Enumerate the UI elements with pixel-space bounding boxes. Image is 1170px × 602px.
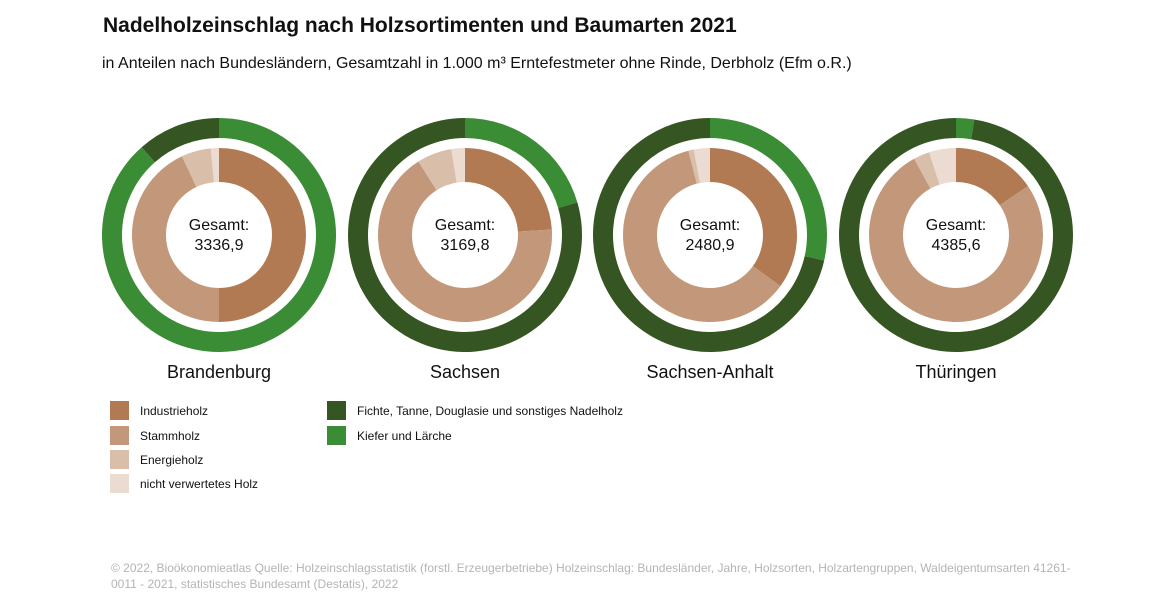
legend-item-kiefer-laerche: Kiefer und Lärche xyxy=(327,426,452,445)
inner-slice-energieholz-brandenburg xyxy=(181,148,215,188)
center-total-sachsen: 3169,8 xyxy=(441,237,490,254)
legend-item-fichte-tanne: Fichte, Tanne, Douglasie und sonstiges N… xyxy=(327,401,623,420)
inner-slice-nicht-verwertetes-holz-brandenburg xyxy=(210,148,219,183)
inner-slice-nicht-verwertetes-holz-sachsen-anhalt xyxy=(693,148,710,183)
inner-slice-industrieholz-sachsen-anhalt xyxy=(710,148,797,287)
legend-swatch-industrieholz xyxy=(110,401,129,420)
legend-swatch-fichte-tanne xyxy=(327,401,346,420)
inner-slice-energieholz-thueringen xyxy=(914,152,940,189)
outer-slice-fichte-tanne-douglasie-und-sonstiges-nadelholz-brandenburg xyxy=(141,118,219,163)
legend-label-industrieholz: Industrieholz xyxy=(140,403,209,418)
inner-slice-stammholz-brandenburg xyxy=(132,156,219,322)
donut-thueringen: Gesamt: 4385,6 Thüringen xyxy=(839,117,1073,382)
legend-label-stammholz: Stammholz xyxy=(140,428,201,443)
outer-slice-kiefer-und-laerche-thueringen xyxy=(956,118,975,140)
legend-swatch-kiefer-laerche xyxy=(327,426,346,445)
legend-label-energieholz: Energieholz xyxy=(140,452,204,467)
inner-slice-industrieholz-brandenburg xyxy=(219,148,306,322)
donut-charts: Gesamt: 3336,9 Brandenburg Gesamt: 3169,8 Sac… xyxy=(102,117,1073,382)
legend-swatch-nicht-verwertetes-holz xyxy=(110,474,129,493)
donut-sachsen: Gesamt: 3169,8 Sachsen xyxy=(347,117,582,382)
chart-subtitle: in Anteilen nach Bundesländern, Gesamtza… xyxy=(102,55,852,72)
legend-swatch-stammholz xyxy=(110,426,129,445)
legend-label-fichte-tanne: Fichte, Tanne, Douglasie und sonstiges N… xyxy=(357,403,623,418)
inner-slice-energieholz-sachsen xyxy=(418,149,457,191)
outer-slice-kiefer-und-laerche-sachsen xyxy=(465,118,578,208)
donut-brandenburg: Gesamt: 3336,9 Brandenburg xyxy=(102,118,337,382)
donut-sachsen-anhalt: Gesamt: 2480,9 Sachsen-Anhalt xyxy=(592,118,827,382)
center-label-brandenburg: Gesamt: xyxy=(189,217,249,234)
center-label-sachsen: Gesamt: xyxy=(435,217,495,234)
outer-slice-kiefer-und-laerche-sachsen-anhalt xyxy=(710,118,827,261)
legend-item-nicht-verwertetes-holz: nicht verwertetes Holz xyxy=(110,474,258,493)
chart-title: Nadelholzeinschlag nach Holzsortimenten … xyxy=(103,14,737,37)
legend-label-nicht-verwertetes-holz: nicht verwertetes Holz xyxy=(140,476,259,491)
inner-slice-industrieholz-sachsen xyxy=(465,148,552,232)
region-label-brandenburg: Brandenburg xyxy=(167,362,271,382)
region-label-thueringen: Thüringen xyxy=(915,362,996,382)
inner-slice-nicht-verwertetes-holz-sachsen xyxy=(451,148,465,183)
center-total-sachsen-anhalt: 2480,9 xyxy=(686,237,735,254)
inner-slice-stammholz-thueringen xyxy=(869,158,1044,322)
legend-item-energieholz: Energieholz xyxy=(110,450,203,469)
center-total-brandenburg: 3336,9 xyxy=(195,237,244,254)
region-label-sachsen: Sachsen xyxy=(430,362,500,382)
legend-item-industrieholz: Industrieholz xyxy=(110,401,208,420)
center-total-thueringen: 4385,6 xyxy=(932,237,981,254)
legend-swatch-energieholz xyxy=(110,450,129,469)
inner-slice-energieholz-sachsen-anhalt xyxy=(688,149,701,184)
inner-slice-stammholz-sachsen xyxy=(378,161,553,322)
legend-item-stammholz: Stammholz xyxy=(110,426,200,445)
legend-label-kiefer-laerche: Kiefer und Lärche xyxy=(357,428,452,443)
source-footer: © 2022, Bioökonomieatlas Quelle: Holzein… xyxy=(111,561,1071,591)
center-label-thueringen: Gesamt: xyxy=(926,217,986,234)
center-label-sachsen-anhalt: Gesamt: xyxy=(680,217,740,234)
inner-slice-industrieholz-thueringen xyxy=(956,148,1028,206)
inner-slice-nicht-verwertetes-holz-thueringen xyxy=(929,148,956,185)
inner-slice-stammholz-sachsen-anhalt xyxy=(623,150,781,322)
region-label-sachsen-anhalt: Sachsen-Anhalt xyxy=(646,362,773,382)
